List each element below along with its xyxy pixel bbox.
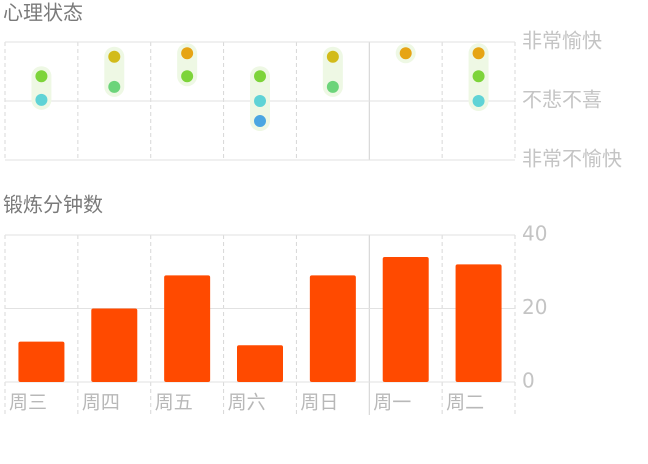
x-tick-label: 周四 xyxy=(82,392,120,414)
mood-dot xyxy=(254,95,266,107)
mood-dot xyxy=(254,70,266,83)
bar xyxy=(237,345,283,382)
x-tick-label: 周日 xyxy=(300,392,338,414)
mood-dot xyxy=(254,115,266,128)
mood-dot xyxy=(472,70,485,83)
y-tick-label: 非常不愉快 xyxy=(522,147,622,171)
y-tick-label: 20 xyxy=(522,295,547,319)
mood-dot xyxy=(472,95,485,107)
y-tick-label: 0 xyxy=(522,369,535,393)
mood-dot xyxy=(108,80,121,93)
mood-dot xyxy=(399,47,412,60)
mood-dot xyxy=(35,93,48,106)
mood-dot xyxy=(181,47,194,60)
x-tick-label: 周五 xyxy=(155,392,193,414)
chart-title: 心理状态 xyxy=(3,1,83,25)
mood-dot xyxy=(326,80,339,93)
x-tick-label: 周一 xyxy=(373,392,411,414)
mood-dot xyxy=(35,70,48,83)
bar xyxy=(91,308,138,382)
bar xyxy=(382,257,429,382)
x-tick-label: 周三 xyxy=(9,392,47,414)
bar xyxy=(309,275,356,382)
x-tick-label: 周二 xyxy=(446,392,484,414)
y-tick-label: 40 xyxy=(522,222,547,246)
mood-dot xyxy=(326,50,339,63)
mood-dot xyxy=(108,50,121,63)
y-tick-label: 不悲不喜 xyxy=(522,88,602,112)
y-tick-label: 非常愉快 xyxy=(522,29,602,53)
x-tick-label: 周六 xyxy=(228,392,266,414)
bar xyxy=(18,341,65,382)
bar xyxy=(164,275,211,382)
bar xyxy=(455,264,502,382)
mood-dot xyxy=(181,70,194,83)
chart-title: 锻炼分钟数 xyxy=(3,193,103,217)
mood-dot xyxy=(472,47,485,60)
